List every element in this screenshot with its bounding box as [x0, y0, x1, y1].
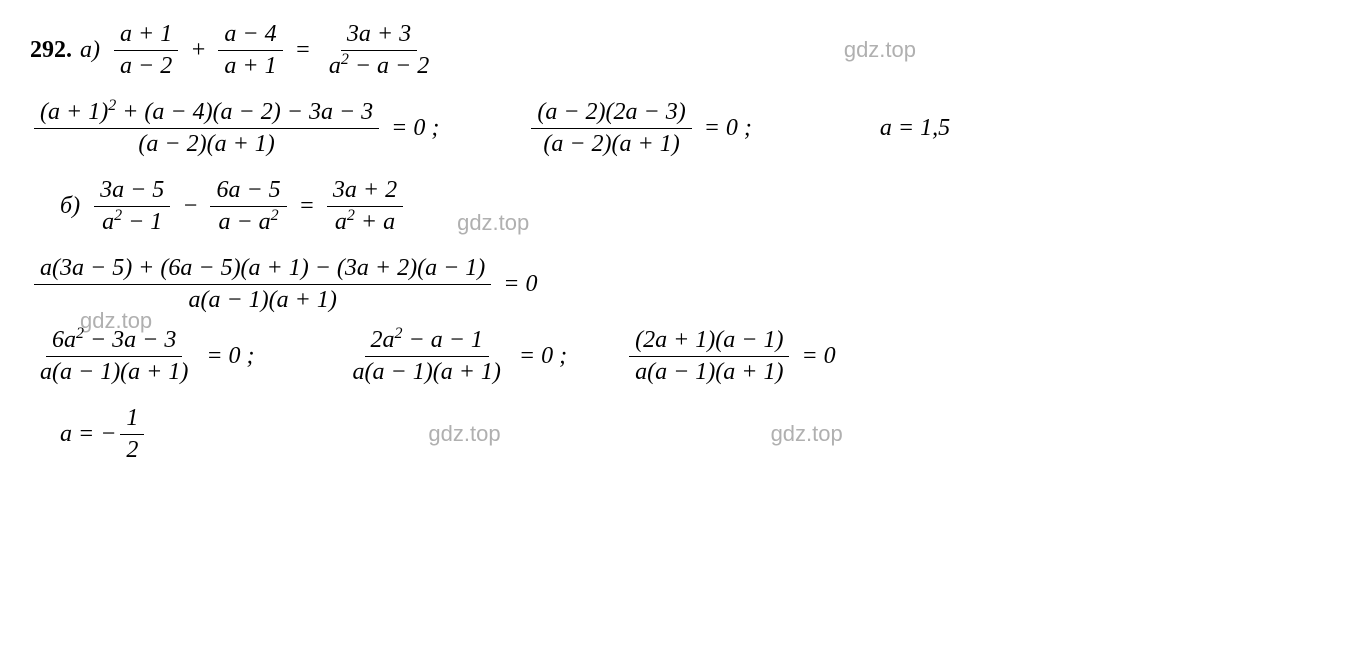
part-a-equation-1: 292. а) a + 1 a − 2 + a − 4 a + 1 = 3a +… — [30, 20, 1316, 80]
watermark: gdz.top — [771, 421, 843, 447]
numerator: 6a − 5 — [210, 177, 286, 207]
part-b-equation-3: 6a2 − 3a − 3 a(a − 1)(a + 1) = 0 ; 2a2 −… — [30, 326, 1316, 386]
denominator: a(a − 1)(a + 1) — [34, 357, 194, 386]
numerator: a + 1 — [114, 21, 178, 51]
fraction: a − 4 a + 1 — [218, 21, 282, 80]
denominator: a2 − 1 — [96, 207, 168, 236]
fraction: 6a2 − 3a − 3 a(a − 1)(a + 1) — [34, 327, 194, 386]
denominator: a(a − 1)(a + 1) — [347, 357, 507, 386]
denominator: a + 1 — [218, 51, 282, 80]
answer: a = 1,5 — [880, 115, 950, 142]
rhs: = 0 ; — [391, 115, 439, 142]
numerator: (a + 1)2 + (a − 4)(a − 2) − 3a − 3 — [34, 99, 379, 129]
rhs: = 0 — [503, 271, 537, 298]
denominator: a2 − a − 2 — [323, 51, 435, 80]
fraction: (a − 2)(2a − 3) (a − 2)(a + 1) — [531, 99, 691, 158]
rhs: = 0 ; — [206, 343, 254, 370]
answer-lhs: a = − — [60, 421, 116, 448]
operator: − — [182, 193, 198, 220]
rhs: = 0 — [801, 343, 835, 370]
numerator: 3a − 5 — [94, 177, 170, 207]
part-b-equation-2: a(3a − 5) + (6a − 5)(a + 1) − (3a + 2)(a… — [30, 254, 1316, 314]
fraction: 3a + 3 a2 − a − 2 — [323, 21, 435, 80]
denominator: (a − 2)(a + 1) — [537, 129, 685, 158]
numerator: 1 — [120, 405, 144, 435]
fraction: 3a − 5 a2 − 1 — [94, 177, 170, 236]
operator: + — [190, 37, 206, 64]
fraction: (a + 1)2 + (a − 4)(a − 2) − 3a − 3 (a − … — [34, 99, 379, 158]
fraction: 1 2 — [120, 405, 144, 464]
operator: = — [299, 193, 315, 220]
denominator: a(a − 1)(a + 1) — [629, 357, 789, 386]
denominator: a(a − 1)(a + 1) — [182, 285, 342, 314]
rhs: = 0 ; — [519, 343, 567, 370]
numerator: (a − 2)(2a − 3) — [531, 99, 691, 129]
fraction: 3a + 2 a2 + a — [327, 177, 403, 236]
fraction: 2a2 − a − 1 a(a − 1)(a + 1) — [347, 327, 507, 386]
watermark: gdz.top — [457, 210, 529, 236]
numerator: a − 4 — [218, 21, 282, 51]
denominator: a − a2 — [212, 207, 284, 236]
watermark: gdz.top — [428, 421, 500, 447]
part-a-label: а) — [80, 37, 100, 64]
fraction: 6a − 5 a − a2 — [210, 177, 286, 236]
numerator: a(3a − 5) + (6a − 5)(a + 1) − (3a + 2)(a… — [34, 255, 491, 285]
watermark: gdz.top — [844, 37, 916, 63]
part-b-answer-row: a = − 1 2 gdz.top gdz.top — [30, 404, 1316, 464]
fraction: a(3a − 5) + (6a − 5)(a + 1) − (3a + 2)(a… — [34, 255, 491, 314]
problem-number: 292. — [30, 37, 72, 64]
numerator: (2a + 1)(a − 1) — [629, 327, 789, 357]
part-a-equation-2: (a + 1)2 + (a − 4)(a − 2) − 3a − 3 (a − … — [30, 98, 1316, 158]
fraction: (2a + 1)(a − 1) a(a − 1)(a + 1) — [629, 327, 789, 386]
denominator: a − 2 — [114, 51, 178, 80]
denominator: a2 + a — [329, 207, 401, 236]
denominator: (a − 2)(a + 1) — [132, 129, 280, 158]
part-b-label: б) — [60, 193, 80, 220]
numerator: 3a + 3 — [341, 21, 417, 51]
numerator: 2a2 − a − 1 — [365, 327, 489, 357]
rhs: = 0 ; — [704, 115, 752, 142]
fraction: a + 1 a − 2 — [114, 21, 178, 80]
operator: = — [295, 37, 311, 64]
denominator: 2 — [120, 435, 144, 464]
part-b-equation-1: б) 3a − 5 a2 − 1 − 6a − 5 a − a2 = 3a + … — [30, 176, 1316, 236]
numerator: 3a + 2 — [327, 177, 403, 207]
numerator: 6a2 − 3a − 3 — [46, 327, 182, 357]
